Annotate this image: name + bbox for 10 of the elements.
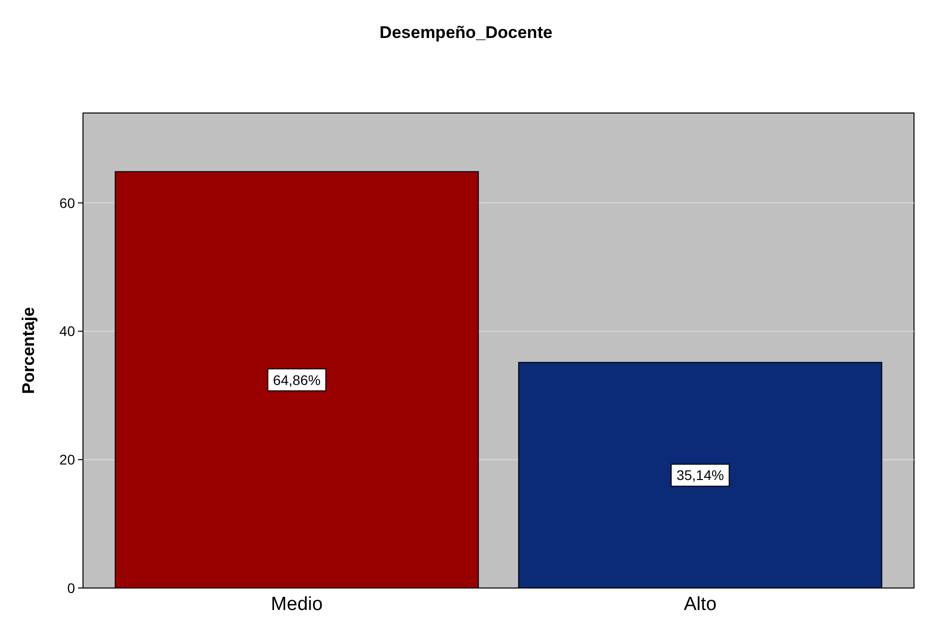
data-label: 64,86% [273, 372, 321, 388]
y-tick-label: 0 [67, 580, 76, 596]
y-tick-label: 20 [59, 452, 76, 468]
y-axis-title: Porcentaje [19, 307, 38, 394]
x-tick-label: Medio [270, 594, 323, 615]
y-tick-label: 40 [59, 323, 76, 340]
chart-title: Desempeño_Docente [380, 23, 552, 42]
data-label: 35,14% [676, 467, 724, 484]
y-tick-label: 60 [59, 194, 76, 211]
x-tick-label: Alto [684, 594, 717, 615]
